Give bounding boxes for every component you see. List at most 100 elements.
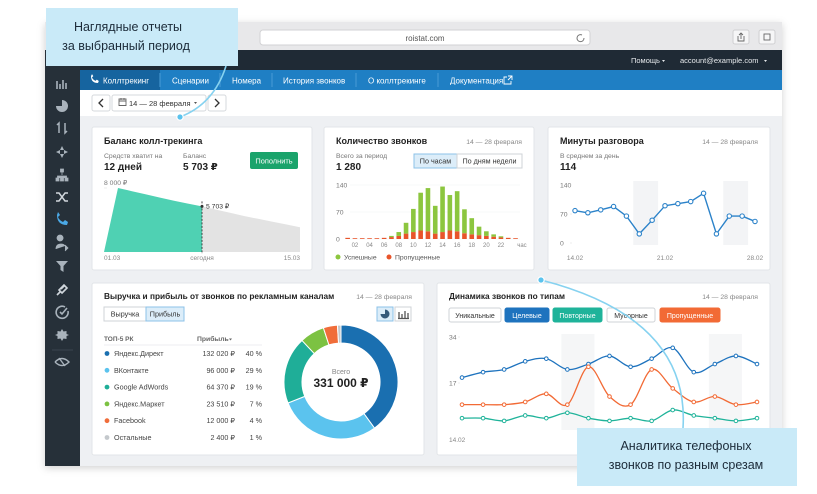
nav-tab[interactable]: История звонков xyxy=(283,77,345,86)
donut-center-label: Всего xyxy=(332,369,350,376)
url-field[interactable] xyxy=(259,29,591,46)
row-amount: 23 510 ₽ xyxy=(206,399,235,408)
toggle-button[interactable] xyxy=(145,306,185,322)
point xyxy=(670,407,676,413)
callout-text: за выбранный период xyxy=(62,39,190,53)
toggle-label: По дням недели xyxy=(462,157,516,166)
caret xyxy=(229,338,232,341)
y-tick-label: 70 xyxy=(560,212,568,219)
row-swatch xyxy=(104,401,110,407)
sidebar-eye[interactable] xyxy=(54,357,70,367)
card-date: 14 — 28 февраля xyxy=(466,139,522,146)
row-share: 40 % xyxy=(246,349,263,358)
row-swatch xyxy=(104,418,110,424)
tabs-button[interactable] xyxy=(758,29,776,45)
point xyxy=(733,353,739,359)
point xyxy=(565,410,570,416)
point xyxy=(628,415,633,421)
point xyxy=(675,200,681,207)
total-value: 1 280 xyxy=(336,162,361,173)
prev-arrow xyxy=(98,98,104,108)
card-title: Выручка и прибыль от звонков по рекламны… xyxy=(104,291,334,301)
series-filter[interactable] xyxy=(659,307,721,323)
sidebar-icon[interactable] xyxy=(56,121,68,135)
table-header: Прибыль xyxy=(197,335,229,343)
account-menu[interactable]: account@example.com xyxy=(680,56,758,65)
toggle-button[interactable] xyxy=(456,153,523,169)
y-tick-label: 34 xyxy=(449,335,457,342)
bar-segment xyxy=(411,232,416,239)
bar-segment xyxy=(454,191,460,232)
bar-segment xyxy=(484,235,489,239)
icon-shape xyxy=(55,329,69,341)
toggle-label: Прибыль xyxy=(150,310,181,319)
sidebar-icon[interactable] xyxy=(56,283,69,296)
point xyxy=(522,359,528,364)
next-button[interactable] xyxy=(207,94,227,112)
point xyxy=(543,356,549,361)
row-name: ВКонтакте xyxy=(114,366,149,375)
nav-tab[interactable]: Документация xyxy=(450,77,503,86)
row-name: Яндекс.Директ xyxy=(114,349,164,358)
prev-button[interactable] xyxy=(91,94,111,112)
nav-tab[interactable]: О коллтрекинге xyxy=(368,77,426,86)
point xyxy=(733,402,739,407)
balance-area xyxy=(104,188,202,252)
point xyxy=(700,190,707,197)
point xyxy=(670,345,676,351)
point xyxy=(597,207,604,213)
point xyxy=(733,418,739,424)
bar-segment xyxy=(447,195,453,231)
row-swatch xyxy=(104,435,110,440)
point xyxy=(670,386,676,391)
nav-tab[interactable]: Сценарии xyxy=(172,77,209,86)
y-tick-label: 140 xyxy=(560,183,572,190)
bar-segment xyxy=(469,218,475,235)
sidebar-icon[interactable] xyxy=(57,212,68,225)
sidebar-icon[interactable] xyxy=(55,234,69,252)
legend-swatch xyxy=(386,254,392,260)
series-filter[interactable] xyxy=(552,307,603,323)
sidebar-icon[interactable] xyxy=(56,261,68,272)
point xyxy=(754,361,760,367)
legend-swatch xyxy=(335,254,341,260)
row-amount: 132 020 ₽ xyxy=(202,349,235,358)
balance-value: 5 703 ₽ xyxy=(183,162,218,173)
point xyxy=(687,198,694,205)
nav-tab-active xyxy=(80,70,160,90)
phone-icon xyxy=(91,74,99,83)
point xyxy=(636,231,643,237)
callout-dot xyxy=(176,113,184,121)
bar-segment xyxy=(491,234,496,237)
x-tick-label: 16 xyxy=(454,243,461,249)
sidebar-icon[interactable] xyxy=(56,80,67,89)
donut-segment xyxy=(336,324,342,344)
sidebar-icon[interactable] xyxy=(55,305,69,320)
external-link-icon xyxy=(503,75,513,85)
series-filter[interactable] xyxy=(504,307,550,323)
date-picker[interactable] xyxy=(111,94,207,112)
toggle-label: По часам xyxy=(420,157,451,166)
y-tick-label: 0 xyxy=(560,241,564,248)
row-share: 7 % xyxy=(250,399,263,408)
sidebar-icon[interactable] xyxy=(56,100,68,112)
toggle-label: Выручка xyxy=(111,310,140,319)
bar-segment xyxy=(418,230,423,239)
nav-tab[interactable]: Коллтрекинг xyxy=(103,77,149,86)
sidebar-icon[interactable] xyxy=(55,168,69,182)
row-name: Facebook xyxy=(114,416,146,425)
nav-tab[interactable]: Номера xyxy=(232,77,262,86)
topup-button[interactable] xyxy=(250,152,298,169)
reload-icon[interactable] xyxy=(576,34,585,43)
bar-segment xyxy=(469,234,475,239)
sidebar-icon[interactable] xyxy=(56,146,68,158)
y-tick-label: 8 000 ₽ xyxy=(104,180,128,187)
x-unit: час xyxy=(517,243,526,249)
series-filter[interactable] xyxy=(448,307,502,323)
callout-pointer xyxy=(540,279,685,429)
help-menu[interactable]: Помощь xyxy=(631,56,660,65)
row-share: 19 % xyxy=(246,383,263,392)
sidebar-icon[interactable] xyxy=(56,192,68,202)
sidebar-icon[interactable] xyxy=(55,329,69,341)
